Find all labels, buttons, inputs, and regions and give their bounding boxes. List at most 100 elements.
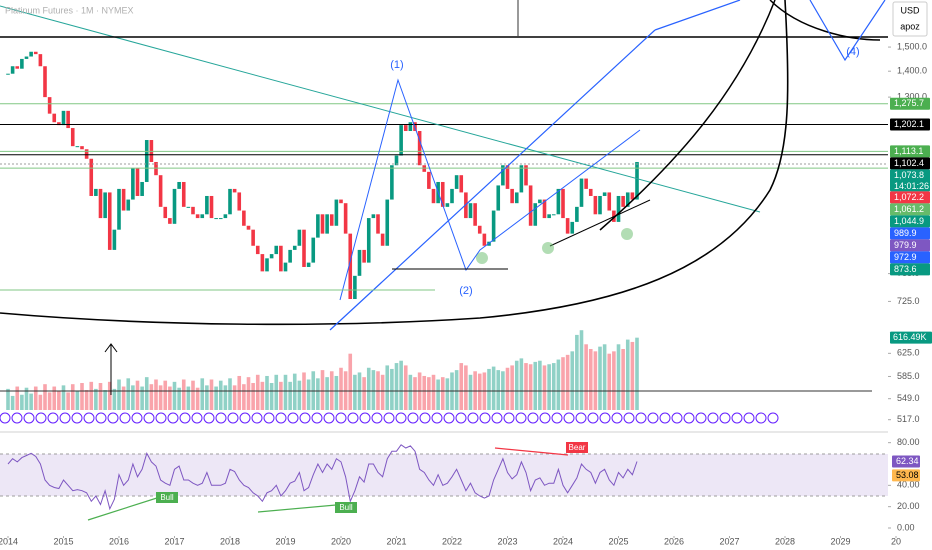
candle [353,275,357,300]
candle [66,110,70,129]
replay-icon [107,412,119,424]
price-tag [890,145,930,158]
candle [538,199,542,204]
candle [602,192,607,196]
blue-line [654,0,741,31]
div-line [494,447,569,456]
candle [616,195,621,222]
rsi-tag [892,469,920,482]
volume-bar [528,364,533,410]
volume-bar [140,386,144,410]
replay-icon [443,412,455,424]
candle [524,165,528,186]
candle [47,97,52,114]
replay-icon [743,412,755,424]
candle [417,131,422,166]
replay-icon [239,412,251,424]
candle [177,181,181,189]
candle [214,218,218,220]
volume-bar [89,381,94,410]
volume-bar [431,374,436,410]
volume-bar [163,380,168,410]
candle [205,195,209,215]
volume-bar [487,368,491,410]
replay-icon [395,412,407,424]
wave-line [339,78,641,301]
candle [390,165,394,200]
volume-bar [588,348,593,410]
volume-bar [131,385,135,410]
volume-bar [223,385,228,410]
candle [334,199,339,226]
candle [107,192,112,250]
replay-icon [527,412,539,424]
x-tick-label: 2023 [497,536,517,546]
replay-icon [155,412,167,424]
candle [168,218,172,224]
volume-bar [325,377,329,410]
replay-icon [311,412,323,424]
volume-bar [52,386,57,410]
x-tick-label: 2024 [553,536,573,546]
candle [482,233,487,246]
volume-bar [385,365,390,410]
volume-bar [200,378,205,410]
volume-bar [246,377,251,410]
volume-bar [297,380,302,410]
volume-bar [380,374,385,410]
candle [588,188,593,196]
price-tag [890,251,930,264]
volume-bar [121,386,126,410]
volume-bar [214,386,218,410]
candle [621,195,625,207]
candle [126,199,131,211]
arc [0,0,789,326]
candle [29,51,33,57]
replay-icon [695,412,707,424]
replay-icon [407,412,419,424]
candle [339,199,343,204]
price-tag-label: 873.6 [894,264,917,274]
candle [357,249,362,276]
volume-bar [630,341,635,410]
volume-bar [616,344,621,410]
candle [279,245,283,272]
volume-bar [556,359,561,410]
candle [80,146,84,150]
candle [232,188,237,193]
volume-bar [205,385,209,410]
candle [186,206,191,208]
candle [306,262,311,267]
candle [320,214,325,234]
replay-icon [263,412,275,424]
candle [584,178,588,189]
x-tick-label: 2028 [775,536,795,546]
candle [450,188,454,204]
volume-bar [593,351,598,410]
price-tag [890,263,930,276]
volume-bar [103,390,107,410]
replay-icon [503,412,515,424]
price-tag [890,97,930,110]
candle [519,165,524,193]
volume-bar [394,363,399,410]
volume-bar [413,377,417,410]
blue-line [329,29,656,331]
replay-icon [659,412,671,424]
candle [427,171,431,189]
candle [33,51,38,55]
replay-icon [683,412,695,424]
candle [200,214,205,219]
div-line [87,496,161,521]
replay-icon [179,412,191,424]
replay-icon [23,412,35,424]
volume-bar [408,374,413,410]
replay-icon [515,412,527,424]
volume-tag-label: 616.49K [893,332,927,342]
volume-bar [524,363,528,410]
candle [246,225,251,230]
candle [454,175,459,189]
candle [468,203,473,219]
volume-bar [158,385,163,410]
candle [459,175,464,193]
